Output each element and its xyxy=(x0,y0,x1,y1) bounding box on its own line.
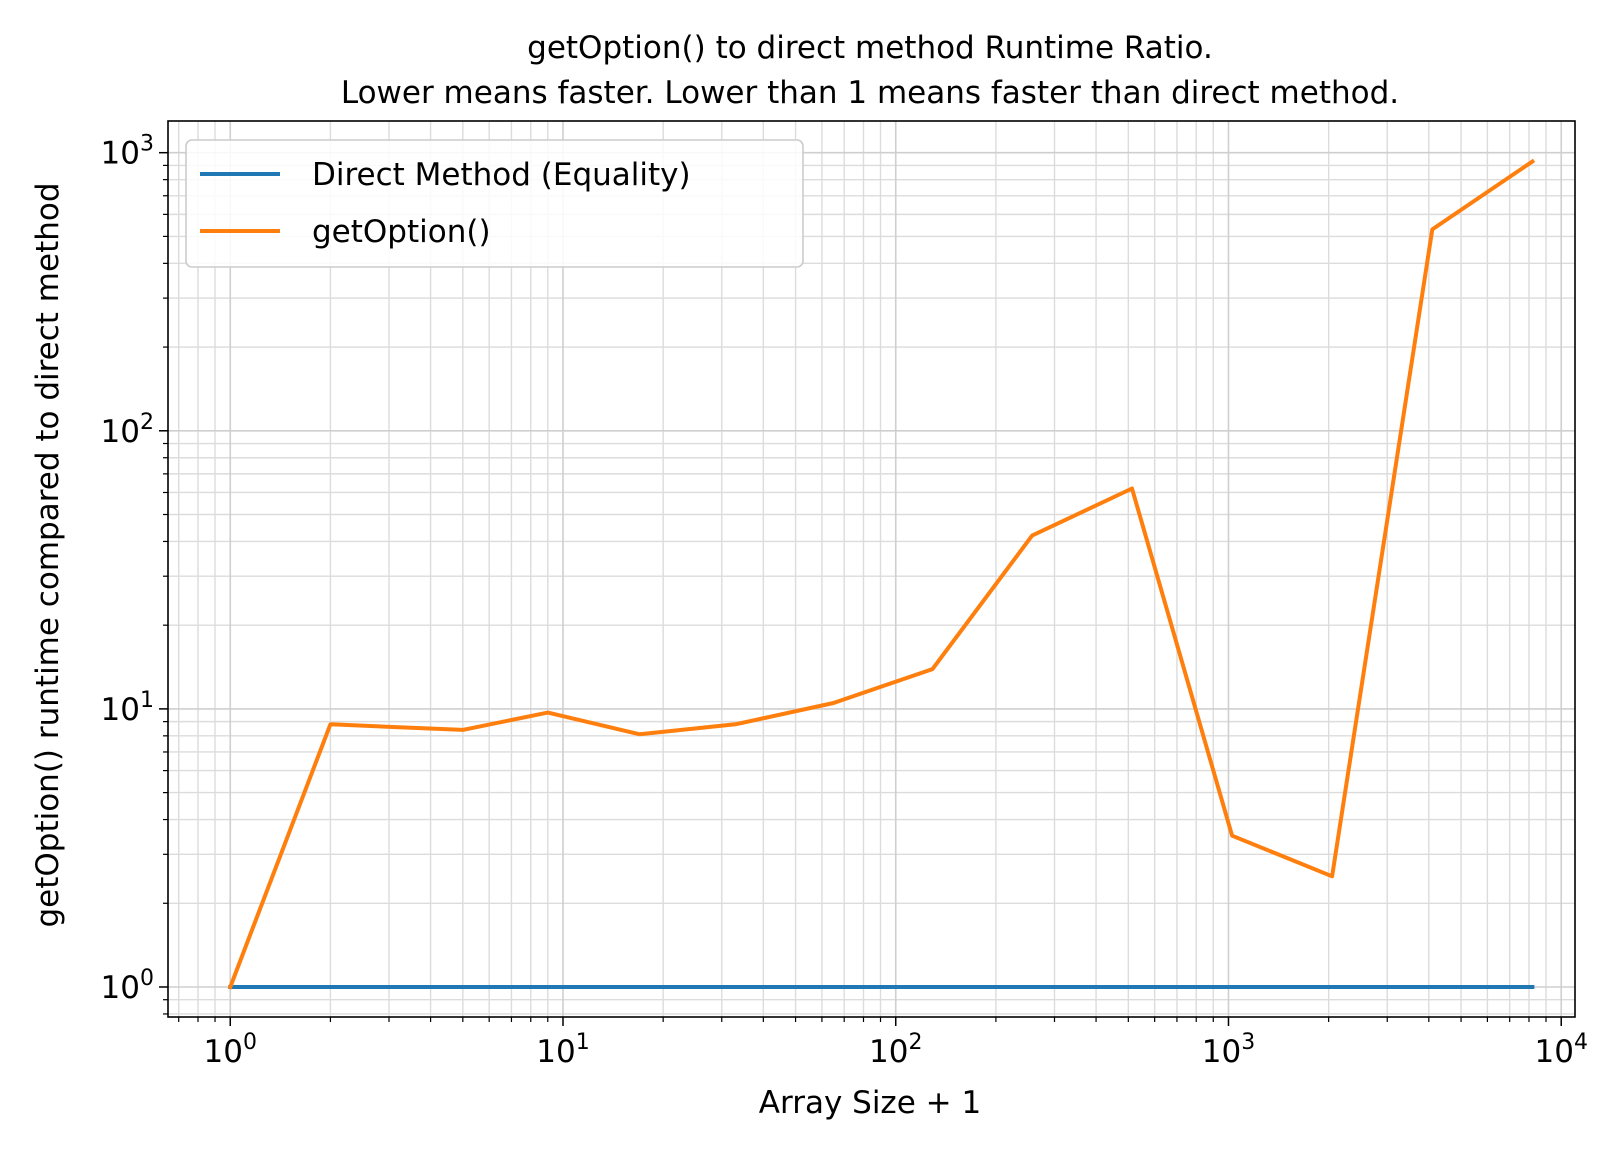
chart-title: getOption() to direct method Runtime Rat… xyxy=(527,30,1213,66)
legend: Direct Method (Equality) getOption() xyxy=(185,139,804,268)
legend-label-0: Direct Method (Equality) xyxy=(312,157,691,193)
chart-subtitle: Lower means faster. Lower than 1 means f… xyxy=(341,75,1399,111)
x-tick-label: 100 xyxy=(204,1030,257,1070)
y-tick-label: 102 xyxy=(101,410,154,450)
y-tick-label: 101 xyxy=(101,688,154,728)
y-axis-label: getOption() runtime compared to direct m… xyxy=(30,182,66,927)
series-line-1 xyxy=(227,158,1536,990)
x-axis-ticks: 100 101 102 103 104 xyxy=(178,1017,1588,1070)
x-tick-label: 104 xyxy=(1535,1030,1588,1070)
y-tick-label: 100 xyxy=(101,966,154,1006)
y-axis-ticks: 100 101 102 103 xyxy=(101,132,168,1015)
x-tick-label: 102 xyxy=(869,1030,922,1070)
plot-frame xyxy=(167,120,1576,1018)
x-tick-label: 103 xyxy=(1202,1030,1255,1070)
series-layer xyxy=(227,158,1536,990)
x-axis-label: Array Size + 1 xyxy=(759,1085,981,1121)
legend-box xyxy=(185,139,804,268)
x-tick-label: 101 xyxy=(536,1030,589,1070)
y-tick-label: 103 xyxy=(101,132,154,172)
legend-label-1: getOption() xyxy=(312,214,491,250)
